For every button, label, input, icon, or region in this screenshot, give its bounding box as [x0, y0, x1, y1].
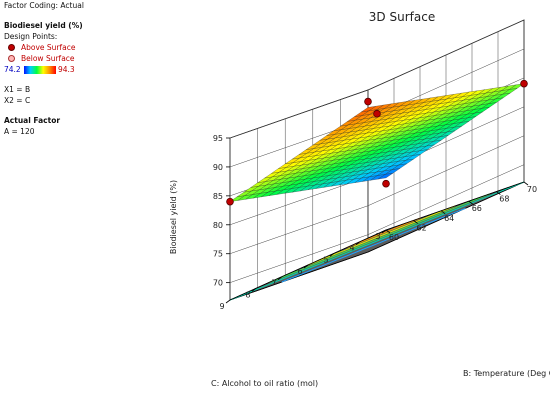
wall-gridline [229, 89, 369, 139]
design-point-marker [373, 109, 381, 118]
x2-mapping: X2 = C [4, 96, 31, 105]
y-tick-label: 5 [323, 255, 328, 264]
chart-title: 3D Surface [369, 10, 435, 24]
above-surface-label: Above Surface [21, 43, 76, 52]
below-surface-label: Below Surface [21, 54, 75, 63]
color-scale-max: 94.3 [58, 65, 75, 74]
floor-contour [268, 193, 490, 283]
response-surface [229, 83, 525, 202]
y-tick-mark [251, 288, 257, 292]
y-tick-label: 4 [349, 244, 354, 253]
y-tick-label: 7 [271, 279, 276, 288]
actual-factor-title: Actual Factor [4, 116, 61, 125]
x-tick-mark [496, 191, 501, 195]
x-tick-mark [413, 220, 418, 224]
x-tick-label: 66 [472, 204, 482, 213]
design-point-marker [364, 97, 372, 106]
design-point-marker [520, 79, 528, 88]
wall-gridline [229, 234, 369, 283]
y-tick-label: 3 [375, 232, 380, 241]
x-tick-label: 70 [527, 185, 537, 194]
info-panel: Factor Coding: Actual Biodiesel yield (%… [4, 0, 154, 137]
y-tick-mark [381, 229, 387, 234]
floor-contour [229, 181, 525, 301]
floor-contour [281, 207, 466, 283]
x-axis-label: B: Temperature (Deg C) [463, 369, 550, 378]
x-tick-label: 68 [499, 195, 509, 204]
design-points-label: Design Points: [4, 32, 58, 41]
x-tick-mark [468, 200, 474, 205]
y-tick-mark [277, 276, 283, 280]
x1-mapping: X1 = B [4, 85, 31, 94]
x-tick-mark [523, 181, 529, 186]
z-axis-label: Biodiesel yield (%) [169, 180, 178, 254]
actual-factor-value: A = 120 [4, 127, 35, 136]
surface-cell [378, 173, 393, 180]
y-axis-label: C: Alcohol to oil ratio (mol) [211, 379, 318, 388]
floor-contour [307, 205, 456, 266]
z-tick-label: 75 [213, 250, 223, 259]
color-gradient-bar [24, 66, 56, 74]
y-tick-label: 9 [219, 302, 224, 311]
color-scale: 74.2 94.3 [4, 64, 154, 75]
legend-above-surface: Above Surface [4, 42, 154, 53]
axes: 70 75 80 85 90 95 60 62 64 66 68 70 3 4 5 6 7 8 9 [213, 134, 537, 311]
x-tick-label: 60 [389, 233, 399, 242]
z-tick-label: 85 [213, 192, 223, 201]
factor-coding-label: Factor Coding: Actual [4, 1, 84, 10]
response-title: Biodiesel yield (%) [4, 21, 83, 30]
floor-edge [385, 181, 525, 231]
z-tick-label: 95 [213, 134, 223, 143]
design-point-marker [382, 179, 390, 188]
y-tick-label: 6 [297, 267, 302, 276]
z-tick-label: 90 [213, 163, 223, 172]
y-tick-mark [303, 264, 309, 269]
x-tick-mark [385, 229, 391, 234]
x-tick-mark [440, 210, 446, 215]
legend-below-surface: Below Surface [4, 53, 154, 64]
y-tick-label: 8 [245, 290, 250, 299]
design-point-marker [226, 197, 234, 206]
x-tick-label: 62 [417, 223, 427, 232]
y-tick-mark [225, 299, 231, 304]
color-scale-min: 74.2 [4, 65, 21, 74]
below-surface-marker-icon [8, 55, 15, 62]
z-tick-label: 80 [213, 221, 223, 230]
z-tick-label: 70 [213, 279, 223, 288]
design-points [226, 79, 528, 206]
x-tick-label: 64 [444, 214, 454, 223]
wall-gridline [229, 176, 369, 226]
wall-gridline [229, 205, 369, 254]
above-surface-marker-icon [8, 44, 15, 51]
y-tick-mark [329, 253, 335, 257]
y-tick-mark [355, 241, 361, 245]
